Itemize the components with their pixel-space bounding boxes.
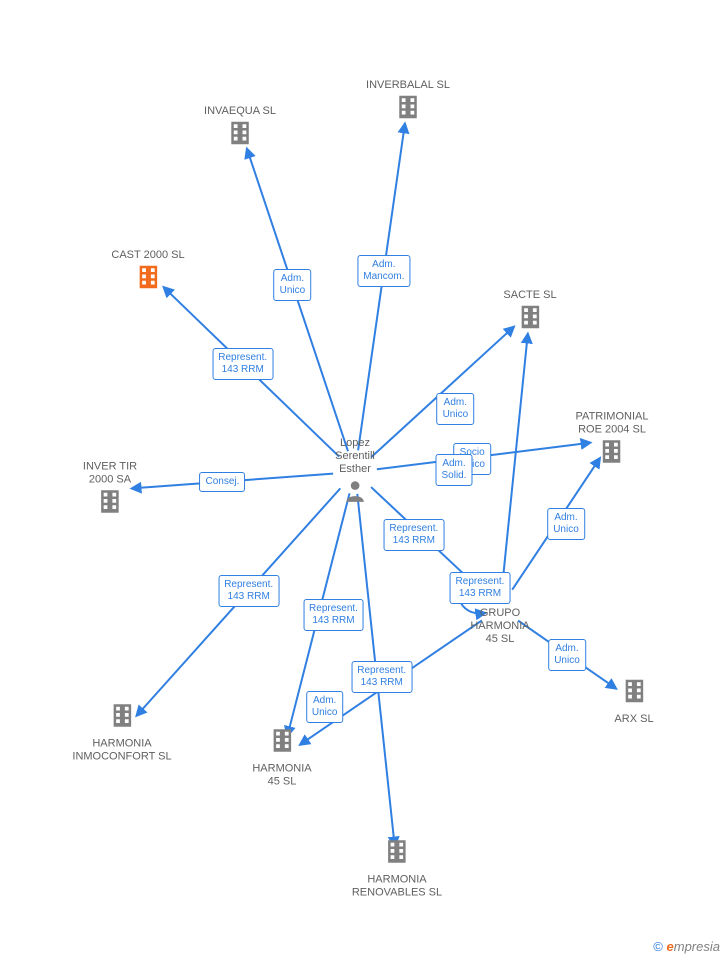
edge-label: Adm. Unico [306, 691, 344, 723]
brand-first-letter: e [667, 939, 674, 954]
edge-label: Represent. 143 RRM [383, 519, 444, 551]
edge-label: Adm. Unico [548, 639, 586, 671]
node-label: Lopez Serentill Esther [335, 437, 375, 476]
building-icon [83, 487, 137, 522]
edge-label: Consej. [199, 472, 245, 492]
building-icon [111, 262, 184, 297]
building-icon [503, 302, 556, 337]
node-harmonia_inmo: HARMONIA INMOCONFORT SL [72, 701, 171, 764]
edge-label: Represent. 143 RRM [218, 575, 279, 607]
node-label: CAST 2000 SL [111, 249, 184, 262]
building-icon [366, 92, 450, 127]
node-label: INVAEQUA SL [204, 105, 276, 118]
edge-label: Adm. Unico [547, 508, 585, 540]
node-arx: ARX SL [614, 676, 653, 726]
building-icon [614, 676, 653, 711]
node-label: INVERBALAL SL [366, 79, 450, 92]
person-icon [335, 478, 375, 509]
node-invaequa: INVAEQUA SL [204, 103, 276, 153]
diagram-stage: © empresia Lopez Serentill Esther INVAEQ… [0, 0, 728, 960]
edge-label: Represent. 143 RRM [303, 599, 364, 631]
brand-rest: mpresia [674, 939, 720, 954]
building-icon [252, 726, 311, 761]
node-label: SACTE SL [503, 289, 556, 302]
node-label: HARMONIA INMOCONFORT SL [72, 738, 171, 764]
node-label: PATRIMONIAL ROE 2004 SL [576, 411, 649, 437]
node-cast2000: CAST 2000 SL [111, 247, 184, 297]
edge-label: Adm. Unico [437, 393, 475, 425]
edge-label: Represent. 143 RRM [351, 661, 412, 693]
edge-label: Represent. 143 RRM [212, 348, 273, 380]
node-inverbalal: INVERBALAL SL [366, 77, 450, 127]
node-label: GRUPO HARMONIA 45 SL [470, 607, 529, 646]
building-icon [204, 118, 276, 153]
building-icon [576, 437, 649, 472]
edge-label: Adm. Solid. [435, 454, 472, 486]
building-icon [72, 701, 171, 736]
edge-label: Adm. Unico [274, 269, 312, 301]
copyright: © empresia [653, 939, 720, 954]
edge-grupo_harmonia-to-sacte [502, 334, 528, 586]
edge-label: Adm. Mancom. [357, 255, 410, 287]
building-icon [352, 837, 442, 872]
node-harmonia_renov: HARMONIA RENOVABLES SL [352, 837, 442, 900]
node-invertir: INVER TIR 2000 SA [83, 459, 137, 522]
copyright-symbol: © [653, 939, 663, 954]
edge-label: Represent. 143 RRM [450, 572, 511, 604]
node-label: ARX SL [614, 713, 653, 726]
edge-lopez-to-inverbalal [358, 124, 405, 450]
node-sacte: SACTE SL [503, 287, 556, 337]
node-harmonia45: HARMONIA 45 SL [252, 726, 311, 789]
node-label: HARMONIA 45 SL [252, 763, 311, 789]
node-lopez: Lopez Serentill Esther [335, 435, 375, 509]
node-label: INVER TIR 2000 SA [83, 461, 137, 487]
node-patrimonial: PATRIMONIAL ROE 2004 SL [576, 409, 649, 472]
node-label: HARMONIA RENOVABLES SL [352, 874, 442, 900]
